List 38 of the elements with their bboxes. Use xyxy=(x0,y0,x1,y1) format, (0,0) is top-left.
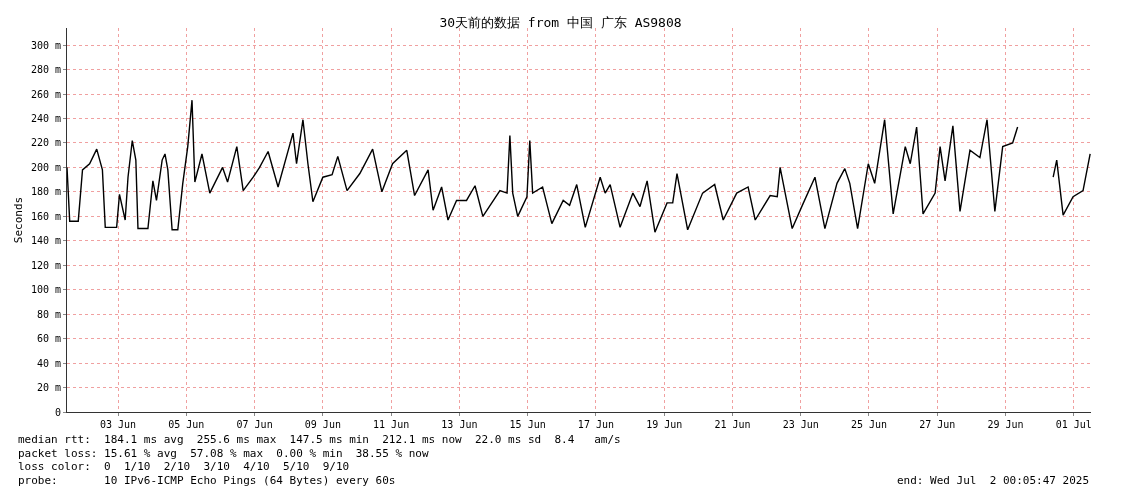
y-tick-label: 40 m xyxy=(36,357,61,369)
x-tick-label: 03 Jun xyxy=(100,419,137,430)
y-tick-label: 160 m xyxy=(30,210,61,222)
text: packet loss: 15.61 % avg 57.08 % max 0.00 % min 38.55 % now xyxy=(18,447,429,460)
text: end: Wed Jul 2 00:05:47 2025 xyxy=(897,474,1090,487)
x-tick-label: 23 Jun xyxy=(782,419,819,430)
x-tick-label: 07 Jun xyxy=(236,419,273,430)
y-tick-label: 180 m xyxy=(30,186,61,198)
y-axis-title: Seconds xyxy=(11,196,25,244)
y-tick-label: 200 m xyxy=(30,161,61,173)
text: loss color: 0 1/10 2/10 3/10 4/10 5/10 9/10 xyxy=(18,460,350,473)
x-tick-label: 15 Jun xyxy=(509,419,546,430)
y-tick-label: 300 m xyxy=(30,39,61,51)
x-tick-label: 29 Jun xyxy=(987,419,1024,430)
y-tick-label: 0 xyxy=(54,406,61,418)
text: median rtt: 184.1 ms avg 255.6 ms max 147.5 ms min 212.1 ms now 22.0 ms sd 8.4 am/s xyxy=(18,433,621,446)
x-tick-label: 09 Jun xyxy=(304,419,341,430)
x-tick-label: 25 Jun xyxy=(850,419,888,430)
y-tick-label: 80 m xyxy=(36,308,61,320)
y-tick-label: 280 m xyxy=(30,64,61,76)
x-tick-label: 01 Jul xyxy=(1055,419,1092,430)
y-tick-label: 120 m xyxy=(30,259,61,271)
y-tick-label: 260 m xyxy=(30,88,61,100)
y-tick-label: 20 m xyxy=(36,382,61,394)
x-tick-label: 13 Jun xyxy=(441,419,478,430)
y-tick-label: 240 m xyxy=(30,113,61,124)
x-tick-label: 19 Jun xyxy=(646,419,683,430)
x-tick-label: 21 Jun xyxy=(714,419,751,430)
x-tick-label: 27 Jun xyxy=(919,419,956,430)
y-tick-label: 220 m xyxy=(30,137,61,149)
x-tick-label: 17 Jun xyxy=(577,419,614,430)
x-tick-label: 11 Jun xyxy=(373,419,410,430)
y-tick-label: 60 m xyxy=(36,333,61,345)
x-tick-label: 05 Jun xyxy=(168,419,205,430)
chart-title: 30天前的数据 from 中国 广东 AS9808 xyxy=(439,15,682,31)
y-tick-label: 140 m xyxy=(30,235,61,247)
y-tick-label: 100 m xyxy=(30,284,61,296)
text: probe: 10 IPv6-ICMP Echo Pings (64 Bytes) every 60s xyxy=(18,474,396,487)
